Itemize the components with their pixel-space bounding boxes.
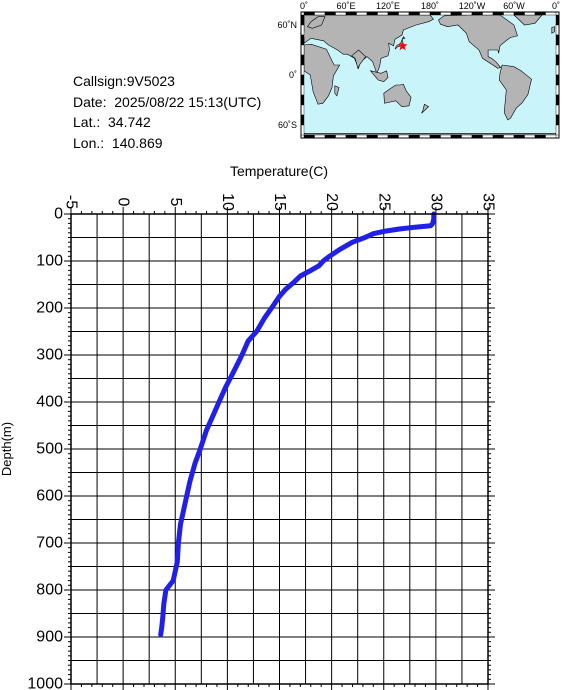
map-lat-label: 0˚ xyxy=(289,70,297,80)
x-tick-label: 10 xyxy=(219,193,236,211)
x-tick-label: 35 xyxy=(480,193,497,211)
map-lon-label: 120˚W xyxy=(459,1,486,11)
location-star xyxy=(397,40,408,51)
x-tick-label: 15 xyxy=(271,193,288,211)
grid xyxy=(70,213,489,685)
southeast-asia-islands xyxy=(369,70,389,83)
australia-shape xyxy=(383,83,412,108)
north-america-shape xyxy=(438,14,518,69)
new-zealand-shape xyxy=(421,103,430,114)
longitude-text: Lon.: 140.869 xyxy=(73,135,163,151)
map-lon-label: 60˚E xyxy=(336,1,355,11)
y-tick-label: 100 xyxy=(36,253,63,270)
callsign-text: Callsign:9V5023 xyxy=(73,73,175,89)
y-tick-label: 500 xyxy=(36,441,63,458)
antarctica-shape xyxy=(303,133,557,136)
y-tick-label: 200 xyxy=(36,300,63,317)
location-marker xyxy=(397,40,408,51)
plot-frame xyxy=(70,213,489,685)
map-lon-label: 0˚ xyxy=(552,1,560,11)
map-frame xyxy=(300,11,560,139)
map-land xyxy=(300,14,557,136)
x-tick-label: 30 xyxy=(427,193,444,211)
india-shape xyxy=(351,49,366,70)
south-america-shape xyxy=(498,64,532,121)
uk-shape xyxy=(551,26,555,34)
madagascar-shape xyxy=(334,85,340,97)
x-tick-label: -5 xyxy=(63,195,80,209)
x-tick-label: 20 xyxy=(323,193,340,211)
map-labels: 0˚ 60˚E 120˚E 180˚ 120˚W 60˚W 0˚60˚N0˚60˚S xyxy=(277,1,560,130)
map-lon-label: 60˚W xyxy=(503,1,525,11)
europe-north-shape xyxy=(307,16,326,29)
y-tick-label: 700 xyxy=(36,535,63,552)
y-tick-label: 800 xyxy=(36,582,63,599)
map-lon-label: 180˚ xyxy=(421,1,439,11)
map-lon-label: 0˚ xyxy=(300,1,308,11)
latitude-text: Lat.: 34.742 xyxy=(73,114,151,130)
y-tick-label: 600 xyxy=(36,488,63,505)
plot-area: -5 0 5 10 15 20 25 30 35010020030040050060070080… xyxy=(27,193,497,690)
y-tick-label: 400 xyxy=(36,394,63,411)
y-tick-label: 300 xyxy=(36,347,63,364)
map-lat-label: 60˚S xyxy=(278,120,297,130)
world-map: 0˚ 60˚E 120˚E 180˚ 120˚W 60˚W 0˚60˚N0˚60˚S xyxy=(277,1,560,139)
date-text: Date: 2025/08/22 15:13(UTC) xyxy=(73,94,262,110)
temperature-profile-line xyxy=(158,211,437,638)
x-axis-label: Temperature(C) xyxy=(230,163,328,179)
y-axis-label: Depth(m) xyxy=(0,422,14,476)
y-tick-label: 900 xyxy=(36,629,63,646)
africa-shape xyxy=(303,43,341,105)
y-tick-label: 0 xyxy=(54,206,63,223)
x-tick-label: 5 xyxy=(167,198,184,207)
map-border xyxy=(300,11,560,139)
tick-labels: -5 0 5 10 15 20 25 30 35010020030040050060070080… xyxy=(27,193,496,690)
y-tick-label: 1000 xyxy=(27,676,63,690)
map-lat-label: 60˚N xyxy=(277,20,297,30)
x-tick-label: 0 xyxy=(115,198,132,207)
map-lon-label: 120˚E xyxy=(376,1,400,11)
x-tick-label: 25 xyxy=(375,193,392,211)
